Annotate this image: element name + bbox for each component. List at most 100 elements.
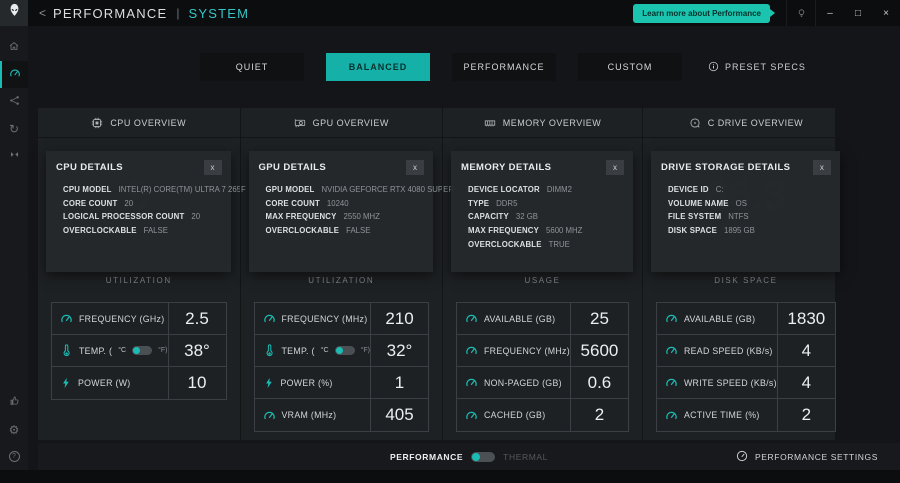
gauge-icon <box>263 409 276 422</box>
stat-value: 0.6 <box>587 372 612 392</box>
memory-details-title: MEMORY DETAILS <box>461 162 552 173</box>
memory-stats-table: AVAILABLE (GB) 25 FREQUENCY (MHz) 5600 N… <box>456 302 629 432</box>
table-row: FREQUENCY (MHz) 5600 <box>457 335 628 367</box>
tab-gpu-overview[interactable]: GPU OVERVIEW <box>240 108 442 138</box>
lightbulb-icon[interactable] <box>786 0 816 26</box>
sidebar-item-feedback[interactable] <box>0 389 28 416</box>
table-row: TEMP. (°C °F) 32° <box>254 335 428 367</box>
gauge-icon <box>263 312 276 325</box>
close-icon[interactable]: x <box>406 160 424 175</box>
stat-value: 1 <box>394 372 405 392</box>
overview-label: C DRIVE OVERVIEW <box>707 117 804 128</box>
overview-label: CPU OVERVIEW <box>110 117 187 128</box>
table-row: POWER (W) 10 <box>52 367 226 399</box>
table-row: AVAILABLE (GB) 25 <box>457 303 628 335</box>
info-icon <box>708 61 719 74</box>
stat-value: 5600 <box>580 340 619 360</box>
stat-value: 2 <box>594 405 605 424</box>
preset-button-performance[interactable]: PERFORMANCE <box>452 53 556 81</box>
preset-button-custom[interactable]: CUSTOM <box>578 53 682 81</box>
preset-button-balanced[interactable]: BALANCED <box>326 53 430 81</box>
cpu-column: CPU OVERVIEW 9 UTILIZATION CPU DETAILS x… <box>38 108 246 440</box>
thermometer-icon <box>60 344 73 357</box>
performance-thermal-toggle[interactable] <box>471 451 496 462</box>
drive-stats-table: AVAILABLE (GB) 1830 READ SPEED (KB/s) 4 … <box>655 302 836 432</box>
learn-more-tooltip[interactable]: Learn more about Performance <box>633 3 775 23</box>
tab-cpu-overview[interactable]: CPU OVERVIEW <box>38 108 240 138</box>
alienware-logo-button[interactable] <box>0 0 28 26</box>
preset-specs-link[interactable]: PRESET SPECS <box>708 61 806 74</box>
detail-row: OVERCLOCKABLE FALSE <box>63 226 168 236</box>
stat-value: 10 <box>187 373 207 392</box>
title-separator: | <box>176 6 180 20</box>
cpu-icon <box>91 117 103 129</box>
stat-value: 2 <box>801 405 812 424</box>
table-row: READ SPEED (KB/s) 4 <box>656 335 835 367</box>
detail-row: GPU MODEL NVIDIA GEFORCE RTX 4080 SUPER <box>265 185 454 194</box>
detail-row: TYPE DDR5 <box>468 198 518 208</box>
temp-unit-toggle[interactable] <box>132 346 153 355</box>
gauge-icon <box>665 376 678 389</box>
memory-icon <box>484 117 496 129</box>
preset-button-quiet[interactable]: QUIET <box>200 53 304 81</box>
settings-gear-icon: ⚙ <box>8 422 20 437</box>
gpu-details-title: GPU DETAILS <box>258 162 327 173</box>
gpu-column: GPU OVERVIEW UTILIZATION GPU DETAILS x G… <box>239 108 454 440</box>
table-row: FREQUENCY (GHz) 2.5 <box>52 303 226 335</box>
tab-drive-overview[interactable]: C DRIVE OVERVIEW <box>642 108 849 138</box>
alienware-logo-icon <box>8 3 21 23</box>
drive-column: C DRIVE OVERVIEW 66.3GB DISK SPACE DRIVE… <box>641 108 849 440</box>
minimize-button[interactable]: – <box>827 7 833 19</box>
table-row: ACTIVE TIME (%) 2 <box>657 399 835 431</box>
gpu-icon <box>294 117 306 129</box>
detail-row: DEVICE ID C: <box>667 185 724 194</box>
sidebar-item-updates[interactable]: ↻ <box>0 115 28 142</box>
table-row: WRITE SPEED (KB/s) 4 <box>656 367 835 399</box>
detail-row: DEVICE LOCATOR DIMM2 <box>468 185 572 194</box>
feedback-thumb-icon <box>9 393 20 411</box>
sidebar-item-settings[interactable]: ⚙ <box>0 416 28 443</box>
drive-gauge-zone: 66.3GB DISK SPACE DRIVE STORAGE DETAILS … <box>643 138 849 290</box>
close-icon[interactable]: x <box>605 160 624 175</box>
help-icon: ? <box>8 451 20 462</box>
temp-unit-toggle[interactable] <box>334 346 355 355</box>
table-row: POWER (%) 1 <box>254 367 428 399</box>
detail-row: FILE SYSTEM NTFS <box>667 212 749 222</box>
titlebar: < PERFORMANCE | SYSTEM Learn more about … <box>0 0 900 26</box>
sidebar-item-library[interactable] <box>0 88 28 115</box>
sidebar-item-home[interactable] <box>0 34 28 61</box>
overview-panel: CPU OVERVIEW 9 UTILIZATION CPU DETAILS x… <box>38 108 849 440</box>
footer-performance-label: PERFORMANCE <box>389 451 464 462</box>
close-icon[interactable]: x <box>203 160 222 175</box>
table-row: CACHED (GB) 2 <box>457 399 628 431</box>
detail-row: OVERCLOCKABLE TRUE <box>468 239 570 249</box>
stat-value: 4 <box>801 340 812 360</box>
preset-specs-label: PRESET SPECS <box>725 62 806 72</box>
performance-settings-button[interactable]: PERFORMANCE SETTINGS <box>736 450 878 464</box>
detail-row: MAX FREQUENCY 5600 MHZ <box>468 226 583 236</box>
stat-value: 25 <box>589 308 609 328</box>
detail-row: OVERCLOCKABLE FALSE <box>265 226 371 236</box>
stat-value: 1830 <box>787 308 826 328</box>
stat-value: 4 <box>801 372 812 392</box>
table-row: FREQUENCY (MHz) 210 <box>254 303 428 335</box>
table-row: VRAM (MHz) 405 <box>255 399 429 431</box>
sidebar-item-performance[interactable] <box>0 61 28 88</box>
cpu-details-title: CPU DETAILS <box>56 162 124 173</box>
footer-thermal-label: THERMAL <box>503 451 549 462</box>
bottom-strip <box>0 470 900 483</box>
back-chevron-icon[interactable]: < <box>39 5 47 20</box>
close-icon[interactable]: x <box>812 160 831 175</box>
sidebar-item-help[interactable]: ? <box>0 443 28 470</box>
performance-gauge-icon <box>9 66 21 84</box>
close-button[interactable]: × <box>883 7 889 19</box>
maximize-button[interactable]: □ <box>854 7 862 19</box>
tab-memory-overview[interactable]: MEMORY OVERVIEW <box>443 108 642 138</box>
overview-label: GPU OVERVIEW <box>312 117 389 128</box>
detail-row: CPU MODEL INTEL(R) CORE(TM) ULTRA 7 265F <box>63 185 246 194</box>
gauge-icon <box>465 409 478 422</box>
detail-row: CAPACITY 32 GB <box>468 212 538 222</box>
memory-gauge-caption: USAGE <box>524 276 561 285</box>
sidebar-item-fx[interactable] <box>0 142 28 169</box>
